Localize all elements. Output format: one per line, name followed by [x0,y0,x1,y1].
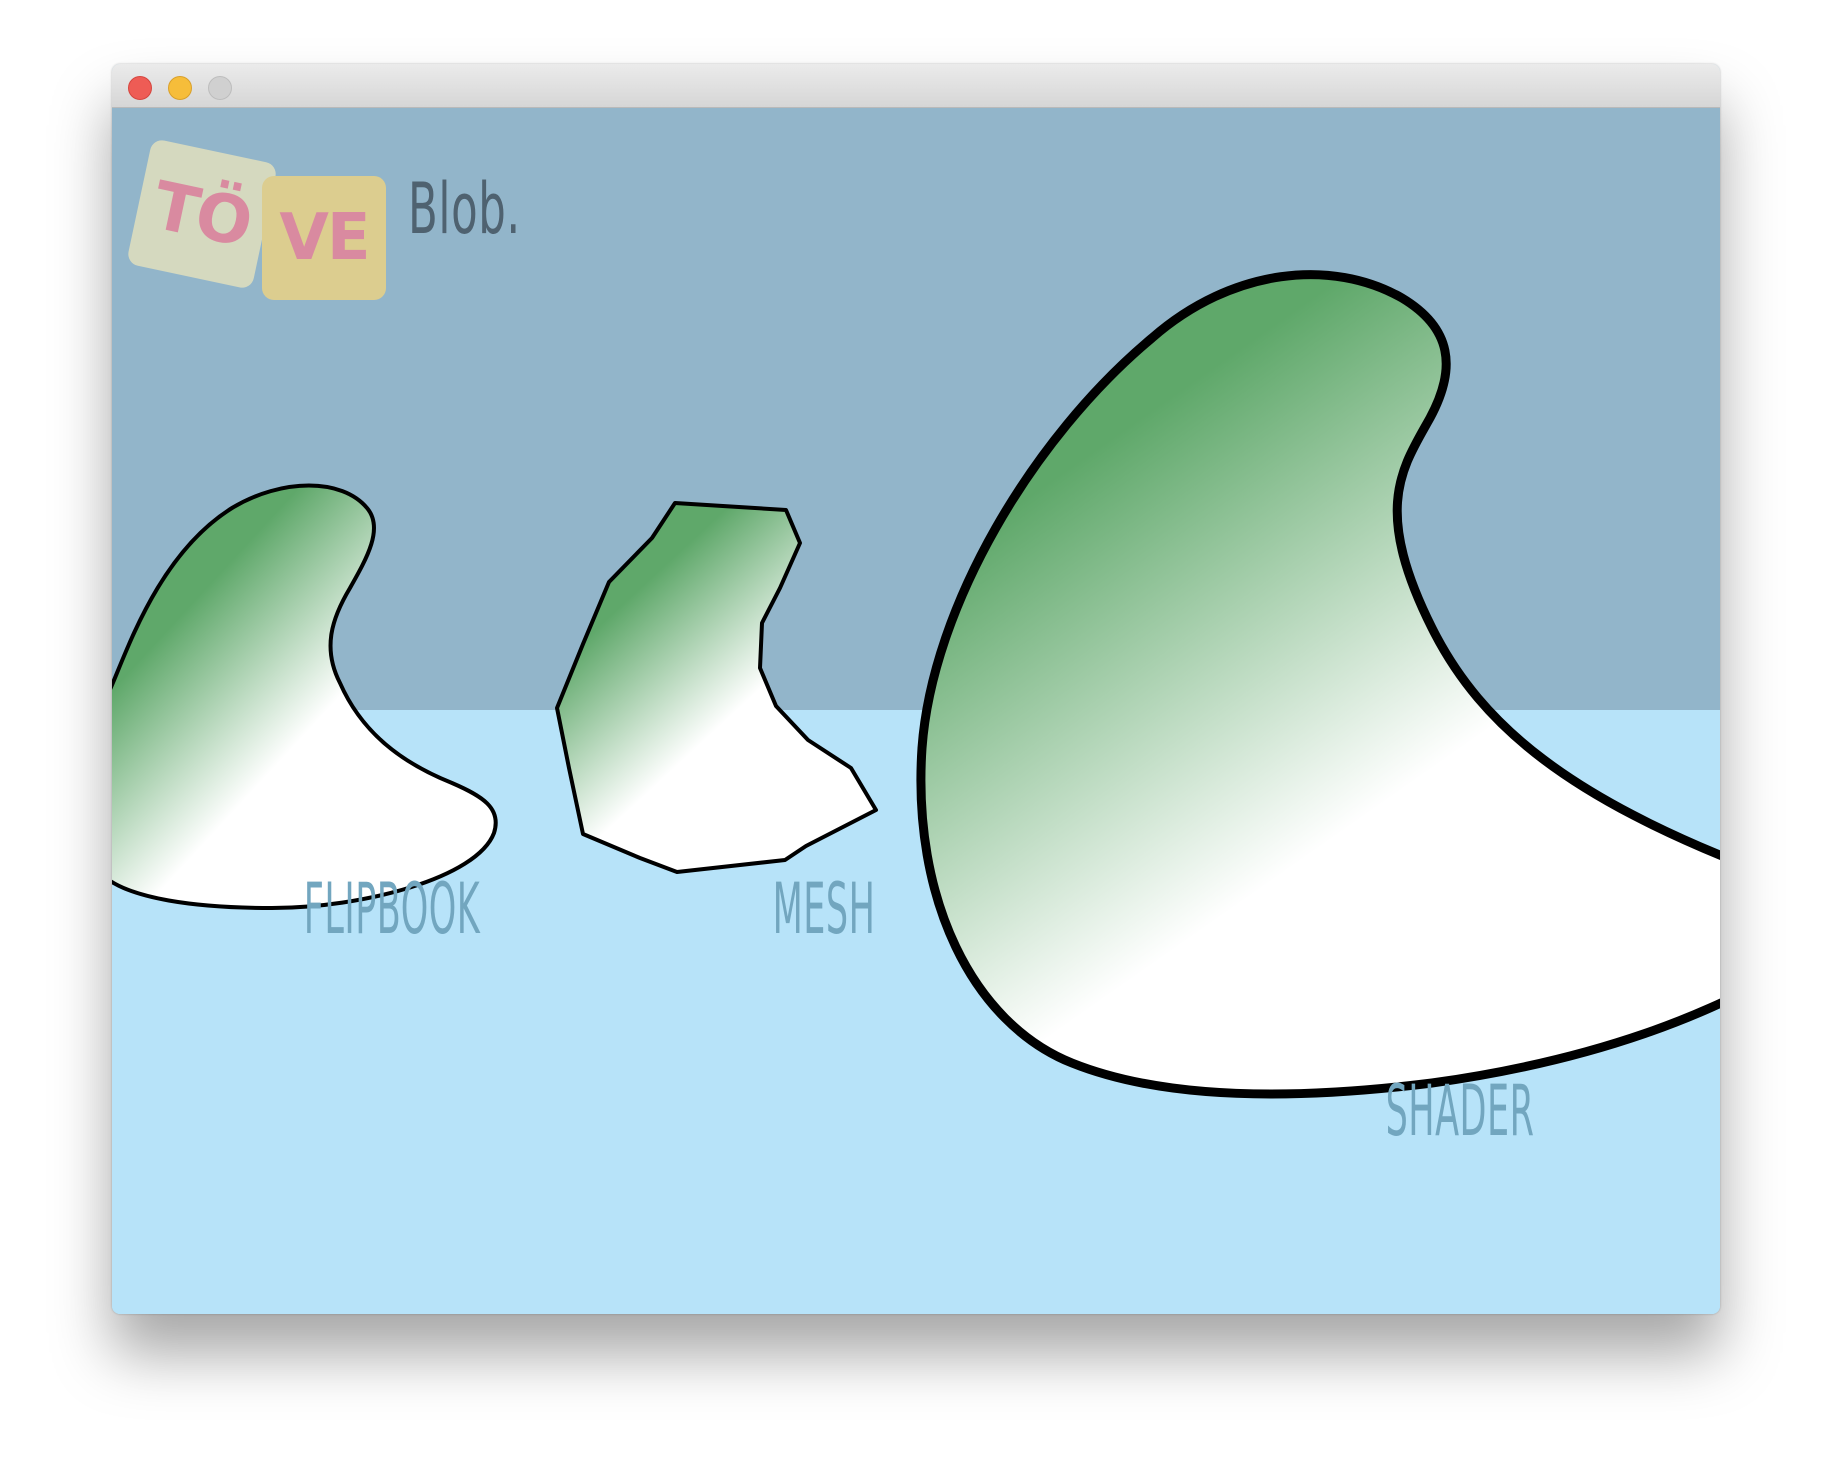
flipbook-blob [112,483,498,911]
blob-scene [112,270,1720,1099]
zoom-window-button[interactable] [208,76,232,100]
logo-tile-ve: VE [262,176,386,300]
tove-logo: TÖ VE Blob. [126,130,598,300]
render-canvas: TÖ VE Blob. FLIPBOOK MESH SHADER [112,108,1720,1314]
close-window-button[interactable] [128,76,152,100]
shader-blob [916,270,1720,1099]
flipbook-label: FLIPBOOK [303,868,481,950]
shader-label: SHADER [1385,1070,1535,1152]
logo-word-blob: Blob. [408,168,521,250]
mesh-blob [555,501,878,874]
logo-tile-to: TÖ [126,138,278,290]
title-bar[interactable] [112,64,1720,108]
app-window: TÖ VE Blob. FLIPBOOK MESH SHADER [112,64,1720,1314]
mesh-label: MESH [772,868,876,950]
minimize-window-button[interactable] [168,76,192,100]
